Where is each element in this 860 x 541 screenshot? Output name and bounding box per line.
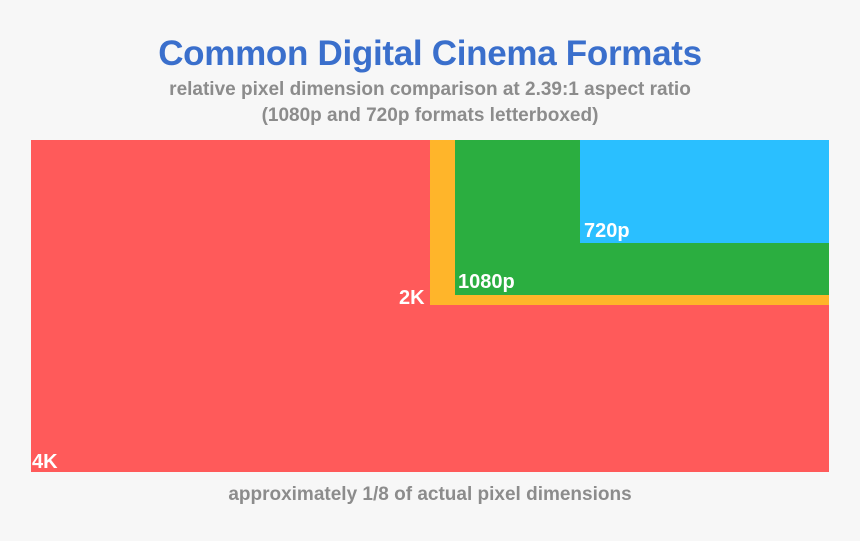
format-label-2k: 2K — [399, 287, 425, 309]
format-box-720p: 720p — [580, 140, 829, 243]
format-label-1080p: 1080p — [458, 271, 515, 293]
footer-note: approximately 1/8 of actual pixel dimens… — [228, 484, 632, 505]
page-title: Common Digital Cinema Formats — [158, 34, 702, 73]
format-label-4k: 4K — [32, 451, 58, 473]
subtitle-note: (1080p and 720p formats letterboxed) — [261, 105, 599, 126]
subtitle: relative pixel dimension comparison at 2… — [169, 79, 691, 100]
format-label-720p: 720p — [584, 220, 630, 242]
